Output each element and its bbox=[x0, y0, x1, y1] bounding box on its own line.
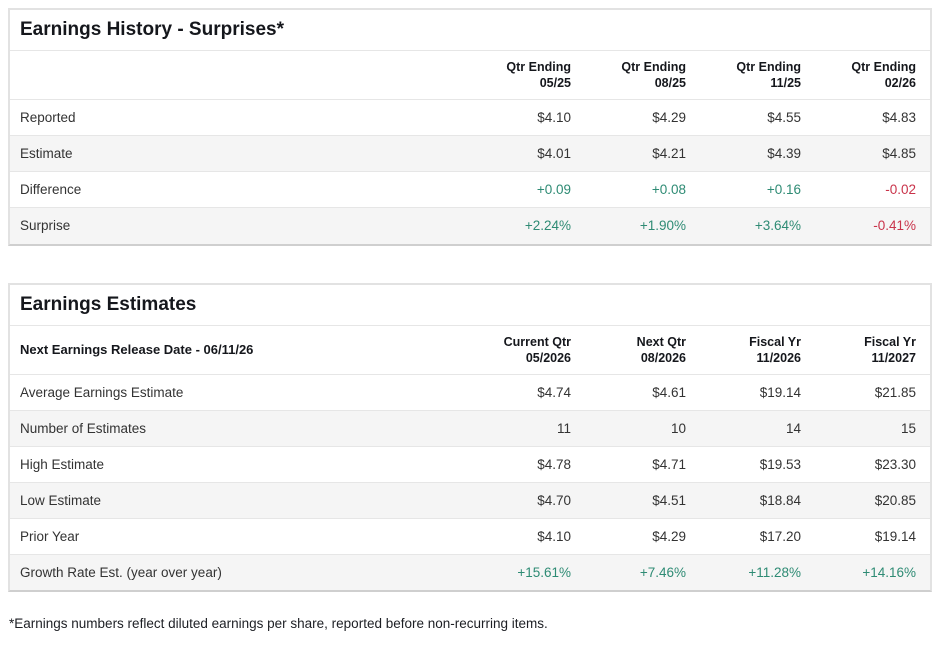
cell-value: $4.29 bbox=[585, 99, 700, 136]
column-header-line1: Qtr Ending bbox=[621, 60, 686, 74]
row-label: Low Estimate bbox=[10, 481, 470, 518]
cell-value: $4.78 bbox=[470, 445, 585, 482]
cell-value: $4.39 bbox=[700, 135, 815, 172]
table-row: Average Earnings Estimate $4.74 $4.61 $19.1… bbox=[10, 373, 930, 410]
cell-value: +0.16 bbox=[700, 171, 815, 208]
row-label: Prior Year bbox=[10, 517, 470, 554]
row-label: Growth Rate Est. (year over year) bbox=[10, 553, 470, 590]
cell-value: $21.85 bbox=[815, 373, 930, 410]
cell-value: 10 bbox=[585, 409, 700, 446]
cell-value: $4.74 bbox=[470, 373, 585, 410]
earnings-estimates-title: Earnings Estimates bbox=[10, 285, 930, 326]
cell-value: $23.30 bbox=[815, 445, 930, 482]
column-header: Current Qtr 05/2026 bbox=[470, 326, 585, 375]
earnings-history-header-row: Qtr Ending 05/25 Qtr Ending 08/25 Qtr Endi… bbox=[10, 51, 930, 100]
cell-value: $19.53 bbox=[700, 445, 815, 482]
column-header-line2: 11/25 bbox=[770, 76, 801, 90]
card-gap bbox=[8, 246, 932, 283]
earnings-estimates-card: Earnings Estimates Next Earnings Release… bbox=[8, 282, 932, 592]
cell-value: +1.90% bbox=[585, 207, 700, 244]
row-label: Average Earnings Estimate bbox=[10, 373, 470, 410]
table-row: Prior Year $4.10 $4.29 $17.20 $19.14 bbox=[10, 517, 930, 554]
row-label: Number of Estimates bbox=[10, 409, 470, 446]
column-header-line1: Current Qtr bbox=[503, 334, 571, 349]
cell-value: +0.08 bbox=[585, 171, 700, 208]
column-header: Qtr Ending 08/25 bbox=[585, 51, 700, 100]
table-row: Surprise +2.24% +1.90% +3.64% -0.41% bbox=[10, 207, 930, 244]
cell-value: $4.71 bbox=[585, 445, 700, 482]
column-header: Qtr Ending 05/25 bbox=[470, 51, 585, 100]
earnings-history-title: Earnings History - Surprises* bbox=[10, 10, 930, 51]
cell-value: -0.02 bbox=[815, 171, 930, 208]
table-row: Low Estimate $4.70 $4.51 $18.84 $20.85 bbox=[10, 481, 930, 518]
column-header: Qtr Ending 11/25 bbox=[700, 51, 815, 100]
row-label: Reported bbox=[10, 99, 470, 136]
cell-value: $4.21 bbox=[585, 135, 700, 172]
column-header-line2: 08/2026 bbox=[640, 350, 686, 365]
cell-value: $19.14 bbox=[815, 517, 930, 554]
column-header-line2: 05/2026 bbox=[525, 350, 571, 365]
cell-value: +0.09 bbox=[470, 171, 585, 208]
cell-value: $4.10 bbox=[470, 99, 585, 136]
column-header-line2: 08/25 bbox=[654, 76, 686, 90]
row-label: Estimate bbox=[10, 135, 470, 172]
column-header-line1: Fiscal Yr bbox=[749, 334, 801, 349]
cell-value: $4.10 bbox=[470, 517, 585, 554]
column-header-line1: Next Qtr bbox=[636, 334, 686, 349]
table-row: High Estimate $4.78 $4.71 $19.53 $23.30 bbox=[10, 445, 930, 482]
column-header-line2: 11/2026 bbox=[756, 350, 802, 365]
cell-value: $4.83 bbox=[815, 99, 930, 136]
column-header: Next Qtr 08/2026 bbox=[585, 326, 700, 375]
column-header-line2: 02/26 bbox=[884, 76, 916, 90]
column-header-line1: Qtr Ending bbox=[851, 60, 916, 74]
next-earnings-release-date: Next Earnings Release Date - 06/11/26 bbox=[20, 341, 254, 357]
cell-value: $4.55 bbox=[700, 99, 815, 136]
earnings-estimates-table: Next Earnings Release Date - 06/11/26 Cu… bbox=[10, 326, 930, 590]
earnings-history-table: Qtr Ending 05/25 Qtr Ending 08/25 Qtr Endi… bbox=[10, 51, 930, 244]
cell-value: $4.29 bbox=[585, 517, 700, 554]
cell-value: $4.51 bbox=[585, 481, 700, 518]
column-header-line1: Fiscal Yr bbox=[864, 334, 916, 349]
cell-value: 15 bbox=[815, 409, 930, 446]
table-row: Reported $4.10 $4.29 $4.55 $4.83 bbox=[10, 99, 930, 136]
cell-value: +3.64% bbox=[700, 207, 815, 244]
column-header-line1: Qtr Ending bbox=[736, 60, 801, 74]
earnings-history-corner-cell bbox=[10, 51, 470, 100]
column-header: Fiscal Yr 11/2026 bbox=[700, 326, 815, 375]
cell-value: -0.41% bbox=[815, 207, 930, 244]
row-label: High Estimate bbox=[10, 445, 470, 482]
table-row: Difference +0.09 +0.08 +0.16 -0.02 bbox=[10, 171, 930, 208]
cell-value: +11.28% bbox=[700, 553, 815, 590]
cell-value: $4.85 bbox=[815, 135, 930, 172]
cell-value: $4.01 bbox=[470, 135, 585, 172]
row-label: Difference bbox=[10, 171, 470, 208]
column-header-line1: Qtr Ending bbox=[506, 60, 571, 74]
column-header: Fiscal Yr 11/2027 bbox=[815, 326, 930, 375]
table-row: Estimate $4.01 $4.21 $4.39 $4.85 bbox=[10, 135, 930, 172]
cell-value: 11 bbox=[470, 409, 585, 446]
earnings-footnote: *Earnings numbers reflect diluted earnin… bbox=[9, 616, 548, 631]
cell-value: +7.46% bbox=[585, 553, 700, 590]
cell-value: $4.70 bbox=[470, 481, 585, 518]
column-header-line2: 05/25 bbox=[539, 76, 571, 90]
row-label: Surprise bbox=[10, 207, 470, 244]
cell-value: +2.24% bbox=[470, 207, 585, 244]
cell-value: 14 bbox=[700, 409, 815, 446]
earnings-history-card: Earnings History - Surprises* Qtr Ending… bbox=[8, 8, 932, 246]
cell-value: $19.14 bbox=[700, 373, 815, 410]
cell-value: +14.16% bbox=[815, 553, 930, 590]
table-row: Number of Estimates 11 10 14 15 bbox=[10, 409, 930, 446]
column-header-line2: 11/2027 bbox=[871, 350, 917, 365]
cell-value: $4.61 bbox=[585, 373, 700, 410]
cell-value: $20.85 bbox=[815, 481, 930, 518]
cell-value: $18.84 bbox=[700, 481, 815, 518]
cell-value: +15.61% bbox=[470, 553, 585, 590]
earnings-estimates-header-row: Next Earnings Release Date - 06/11/26 Cu… bbox=[10, 326, 930, 375]
column-header: Qtr Ending 02/26 bbox=[815, 51, 930, 100]
table-row: Growth Rate Est. (year over year) +15.61%… bbox=[10, 553, 930, 590]
cell-value: $17.20 bbox=[700, 517, 815, 554]
